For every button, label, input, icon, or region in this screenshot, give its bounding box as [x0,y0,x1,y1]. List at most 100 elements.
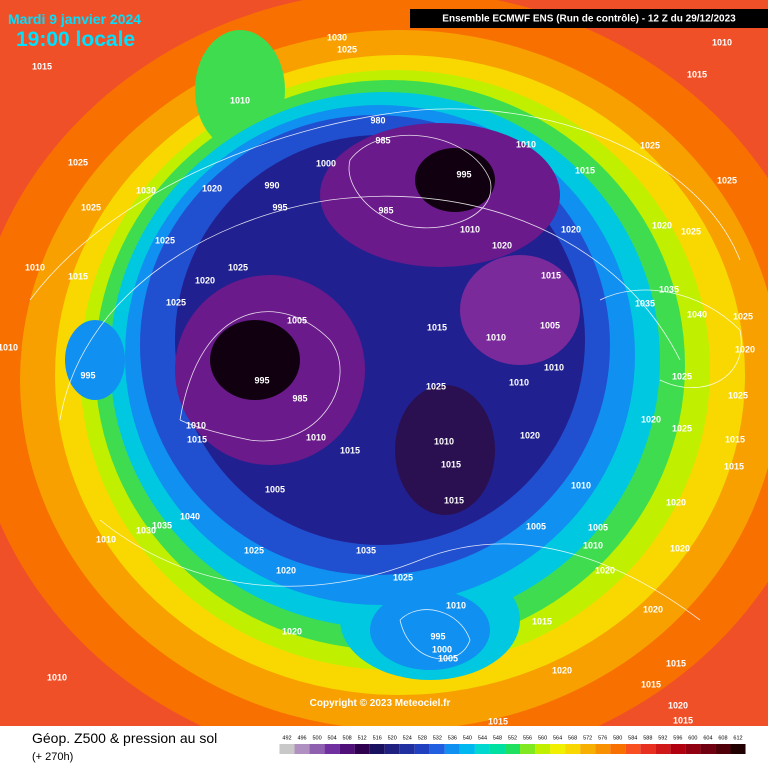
colorbar-label: 552 [508,735,517,741]
isobar-label: 1010 [434,436,454,446]
isobar-labels: 1015 1030 1025 1010 1015 1010 980 985 995 1010 102… [0,32,755,726]
isobar-label: 1025 [166,297,186,307]
colorbar-swatch [550,744,566,754]
isobar-label: 1015 [68,271,88,281]
isobar-label: 1030 [136,185,156,195]
isobar-label: 1035 [152,520,172,530]
colorbar-swatch [414,744,430,754]
isobar-label: 1005 [540,320,560,330]
isobar-label: 1025 [733,311,753,321]
colorbar-swatch [565,744,581,754]
colorbar-label: 600 [688,735,697,741]
isobar-label: 1000 [316,158,336,168]
isobar-label: 1010 [486,332,506,342]
colorbar-swatch [354,744,370,754]
copyright: Copyright © 2023 Meteociel.fr [310,698,451,709]
isobar-label: 1010 [230,95,250,105]
isobar-label: 1025 [728,390,748,400]
isobar-label: 1010 [712,37,732,47]
isobar-label: 1015 [673,715,693,725]
isobar-label: 1020 [735,344,755,354]
isobar-label: 1025 [672,423,692,433]
colorbar-label: 500 [312,735,321,741]
isobar-label: 1025 [68,157,88,167]
isobar-label: 995 [272,202,287,212]
isobar-label: 1010 [544,362,564,372]
colorbar-label: 528 [418,735,427,741]
colorbar-label: 520 [388,735,397,741]
run-box [410,9,768,28]
colorbar-swatch [504,744,521,754]
isobar-label: 1015 [444,495,464,505]
colorbar-label: 580 [613,735,622,741]
isobars [29,108,742,660]
colorbar-swatch [459,744,475,754]
isobar-label: 1010 [96,534,116,544]
colorbar-swatch [294,744,310,754]
isobar-label: 1040 [687,309,707,319]
colorbar-swatch [595,744,611,754]
colorbar-label: 588 [643,735,652,741]
isobar-label: 1020 [670,543,690,553]
colorbar: 492 496 500 504 508 512 516 520 524 528 532 536 540 5… [279,735,746,754]
isobar-label: 1020 [202,183,222,193]
isobar-label: 1025 [717,175,737,185]
isobar-label: 1020 [552,665,572,675]
isobar-label: 1020 [561,224,581,234]
colorbar-swatch [670,744,686,754]
isobar-label: 1035 [635,298,655,308]
isobar-label: 990 [264,180,279,190]
colorbar-label: 524 [403,735,412,741]
colorbar-swatch [489,744,505,754]
isobar-label: 1010 [25,262,45,272]
colorbar-label: 492 [282,735,291,741]
isobar-label: 1025 [681,226,701,236]
colorbar-label: 544 [478,735,487,741]
footer-title: Géop. Z500 & pression au sol [32,730,217,746]
isobar-label: 1010 [0,342,18,352]
colorbar-swatch [279,744,295,754]
colorbar-label: 584 [628,735,637,741]
isobar-label: 1025 [672,371,692,381]
isobar-label: 1015 [725,434,745,444]
colorbar-swatch [520,744,536,754]
colorbar-label: 512 [358,735,367,741]
isobar-label: 1015 [427,322,447,332]
colorbar-label: 496 [297,735,306,741]
isobar-label: 1035 [356,545,376,555]
isobar-label: 980 [370,115,385,125]
isobar-label: 1015 [541,270,561,280]
colorbar-swatch [715,744,731,754]
isobar-label: 1015 [666,658,686,668]
colorbar-swatch [625,744,641,754]
colorbar-label: 564 [553,735,562,741]
isobar-label: 1030 [136,525,156,535]
isobar-label: 1010 [186,420,206,430]
colorbar-swatch [580,744,596,754]
colorbar-swatch [655,744,671,754]
isobar-label: 1025 [393,572,413,582]
isobar-label: 1015 [488,716,508,726]
isobar-label: 1005 [588,522,608,532]
colorbar-swatch [384,744,400,754]
isobar-label: 1010 [509,377,529,387]
isobar-label: 985 [378,205,393,215]
isobar-label: 1005 [438,653,458,663]
isobar-label: 1025 [640,140,660,150]
isobar-label: 1030 [327,32,347,42]
colorbar-swatch [444,744,460,754]
colorbar-swatch [369,744,385,754]
colorbar-label: 540 [463,735,472,741]
isobar-label: 1000 [432,644,452,654]
colorbar-label: 516 [373,735,382,741]
isobar-label: 1020 [492,240,512,250]
colorbar-label: 596 [673,735,682,741]
isobar-label: 1010 [446,600,466,610]
colorbar-label: 608 [718,735,727,741]
footer-lead: (+ 270h) [32,751,73,763]
forecast-time: 19:00 locale [16,28,135,51]
isobar-label: 1020 [520,430,540,440]
